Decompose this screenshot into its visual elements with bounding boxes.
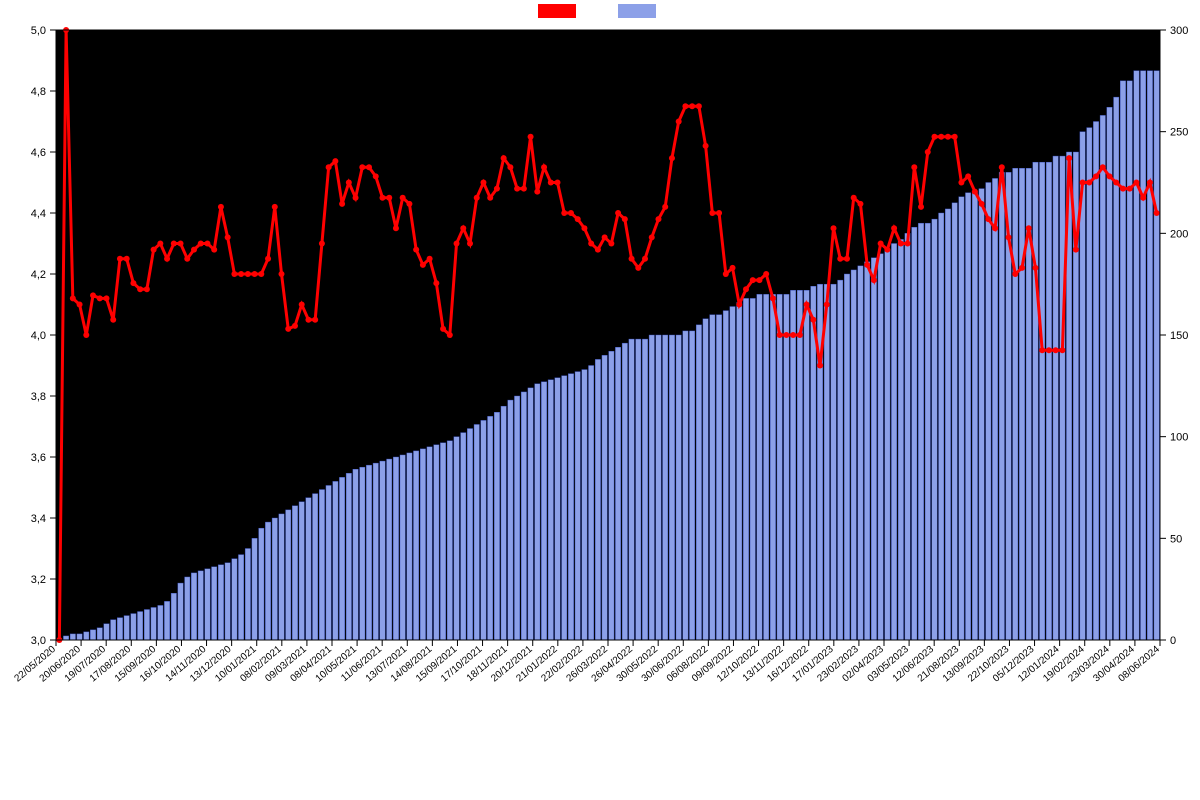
svg-text:4,2: 4,2 bbox=[31, 269, 46, 281]
svg-text:4,0: 4,0 bbox=[31, 330, 46, 342]
svg-text:4,6: 4,6 bbox=[31, 147, 46, 159]
svg-text:3,0: 3,0 bbox=[31, 635, 46, 647]
chart-container: 3,0 3,2 3,4 3,6 3,8 4,0 4,2 4,4 4,6 4,8 5,0 0 50 100 1… bbox=[0, 0, 1200, 800]
svg-text:3,6: 3,6 bbox=[31, 452, 46, 464]
svg-text:3,2: 3,2 bbox=[31, 574, 46, 586]
svg-text:5,0: 5,0 bbox=[31, 25, 46, 37]
svg-text:300: 300 bbox=[1170, 25, 1188, 37]
svg-text:50: 50 bbox=[1170, 533, 1182, 545]
legend-line bbox=[538, 4, 582, 18]
svg-text:200: 200 bbox=[1170, 228, 1188, 240]
svg-text:3,4: 3,4 bbox=[31, 513, 46, 525]
svg-text:100: 100 bbox=[1170, 432, 1188, 444]
svg-text:150: 150 bbox=[1170, 330, 1188, 342]
legend-bar bbox=[618, 4, 662, 18]
legend bbox=[538, 4, 662, 18]
svg-text:250: 250 bbox=[1170, 127, 1188, 139]
svg-text:0: 0 bbox=[1170, 635, 1176, 647]
combo-chart: 3,0 3,2 3,4 3,6 3,8 4,0 4,2 4,4 4,6 4,8 5,0 0 50 100 1… bbox=[0, 0, 1200, 800]
svg-text:4,4: 4,4 bbox=[31, 208, 46, 220]
svg-text:3,8: 3,8 bbox=[31, 391, 46, 403]
svg-text:4,8: 4,8 bbox=[31, 86, 46, 98]
